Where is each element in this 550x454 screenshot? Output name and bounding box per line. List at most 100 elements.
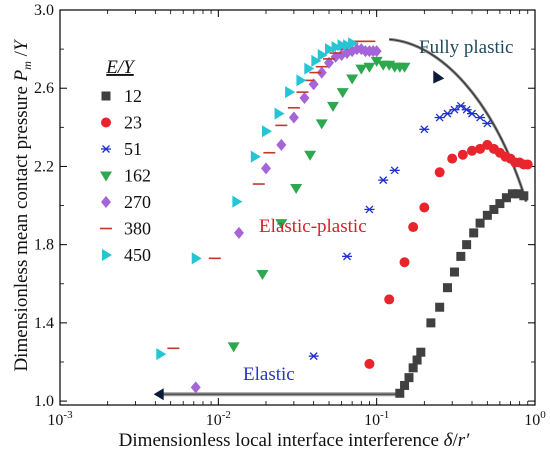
data-point	[416, 347, 426, 357]
asterisk-stroke	[483, 119, 492, 128]
legend-label: 380	[124, 219, 151, 239]
data-point	[308, 352, 319, 361]
data-point	[370, 56, 383, 67]
data-point	[355, 64, 368, 75]
legend-marker	[102, 249, 112, 261]
data-point	[419, 202, 430, 213]
legend-marker	[100, 171, 112, 182]
asterisk-stroke	[456, 101, 465, 110]
data-point	[489, 204, 499, 214]
data-point	[191, 252, 202, 265]
data-point	[434, 113, 445, 122]
legend-label: 162	[124, 166, 151, 186]
elastic-arrow	[153, 388, 164, 401]
data-point	[317, 48, 328, 61]
asterisk-stroke	[343, 252, 352, 261]
data-point	[398, 62, 411, 73]
data-point	[466, 145, 477, 156]
data-point	[315, 119, 328, 130]
data-point	[378, 176, 389, 185]
data-point	[434, 167, 445, 178]
data-point	[299, 91, 310, 104]
annotation-label: Fully plastic	[419, 37, 513, 58]
annotations: Fully plastic Elastic-plastic Elastic	[243, 37, 513, 385]
legend-label: 450	[124, 245, 151, 265]
data-point	[389, 166, 400, 175]
x-tick-label: 10-2	[206, 409, 231, 429]
y-tick-label: 2.6	[34, 80, 54, 97]
data-point	[331, 41, 342, 54]
legend-marker	[101, 145, 111, 153]
series-162	[227, 56, 411, 353]
data-point	[475, 218, 485, 228]
data-point	[449, 105, 460, 114]
data-point	[304, 62, 315, 75]
data-point	[466, 109, 477, 118]
legend-label: 23	[124, 113, 142, 133]
svg-text:Dimensionless mean contact pre: Dimensionless mean contact pressure Pm /…	[11, 38, 34, 372]
data-point	[412, 355, 422, 365]
data-point	[404, 373, 414, 383]
data-point	[274, 107, 285, 120]
data-point	[364, 205, 375, 214]
data-point	[462, 240, 472, 250]
data-point	[435, 302, 445, 312]
data-point	[337, 39, 348, 52]
data-point	[156, 348, 167, 361]
data-point	[456, 251, 466, 261]
data-point	[455, 101, 466, 110]
asterisk-stroke	[379, 176, 388, 185]
data-point	[275, 219, 288, 230]
axes: 10-3 10-2 10-1 100 1.0 1.4 1.8 2.2 2.6 3.0	[34, 2, 546, 429]
asterisk-stroke	[365, 205, 374, 214]
legend-title: E/Y	[105, 57, 136, 78]
data-point	[296, 74, 307, 87]
annotation-label: Elastic-plastic	[259, 216, 367, 237]
data-point	[336, 88, 349, 99]
data-point	[250, 150, 261, 163]
data-point	[304, 150, 317, 161]
series-450	[156, 37, 359, 361]
data-point	[232, 195, 243, 208]
data-point	[342, 252, 353, 261]
asterisk-stroke	[390, 166, 399, 175]
data-point	[519, 191, 529, 201]
data-point	[364, 358, 375, 369]
asterisk-stroke	[468, 109, 476, 118]
series-380	[167, 40, 376, 350]
legend: E/Y 12 23 51 162 270 380 450	[100, 57, 151, 265]
data-point	[395, 388, 405, 398]
data-point	[324, 56, 335, 69]
data-point	[399, 257, 410, 268]
legend-marker	[101, 196, 111, 208]
legend-label: 51	[124, 139, 142, 159]
asterisk-stroke	[309, 352, 318, 361]
data-point	[325, 43, 336, 56]
y-tick-label: 2.2	[34, 158, 54, 175]
asterisk-stroke	[476, 113, 485, 122]
data-point	[426, 318, 436, 328]
data-point	[190, 381, 201, 394]
x-tick-label: 100	[524, 409, 546, 429]
plot-area	[156, 37, 533, 398]
data-point	[461, 105, 472, 114]
data-point	[348, 37, 359, 50]
series-51	[308, 101, 493, 361]
data-point	[261, 125, 272, 138]
data-point	[482, 119, 493, 128]
data-point	[442, 283, 452, 293]
y-tick-label: 1.8	[34, 237, 54, 254]
data-point	[316, 66, 327, 79]
data-point	[482, 210, 492, 220]
x-axis-label: Dimensionless local interface interferen…	[119, 430, 470, 451]
data-point	[227, 342, 240, 353]
data-point	[311, 54, 322, 67]
legend-label: 12	[124, 86, 142, 106]
y-axis-label: Dimensionless mean contact pressure Pm /…	[11, 38, 34, 372]
series-270	[190, 43, 382, 394]
data-point	[408, 363, 418, 373]
fully-plastic-arrow	[433, 70, 445, 84]
data-point	[408, 222, 419, 233]
svg-text:Dimensionless local interface: Dimensionless local interface interferen…	[119, 430, 470, 451]
